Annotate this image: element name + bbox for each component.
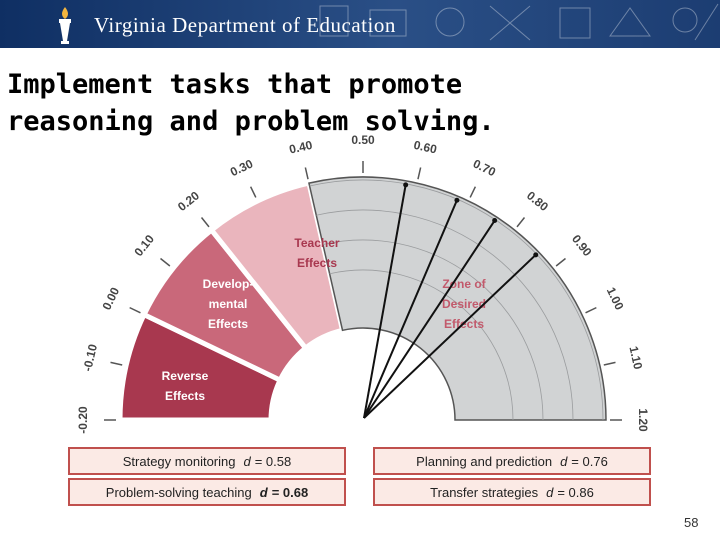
effect-value: = 0.76: [571, 453, 608, 469]
effect-value: = 0.68: [271, 484, 309, 500]
strategy-monitoring-box: Strategy monitoring d = 0.58: [68, 447, 346, 475]
problem-solving-teaching-box: Problem-solving teaching d = 0.68: [68, 478, 346, 506]
gauge-tick: [516, 217, 526, 228]
reverse-effects-label: Effects: [165, 389, 205, 403]
gauge-tick-label: 0.00: [100, 285, 123, 312]
gauge-tick-label: 0.60: [412, 138, 438, 157]
desired-zone-scale-arc: [309, 179, 604, 421]
banner-doodle-pattern: [319, 3, 719, 41]
gauge-tick-label: 0.10: [131, 232, 157, 259]
developmental-effects-label: mental: [209, 297, 248, 311]
desired-effects-label: Desired: [442, 297, 486, 311]
header-banner: Virginia Department of Education: [0, 0, 720, 48]
gauge-tick-label: 0.50: [351, 133, 375, 147]
strategy-label: Planning and prediction: [416, 453, 553, 469]
strategy-label: Problem-solving teaching: [105, 484, 252, 500]
banner-title: Virginia Department of Education: [94, 13, 396, 37]
planning-prediction-box: Planning and prediction d = 0.76: [373, 447, 651, 475]
strategy-arrow: [363, 199, 458, 419]
gauge-tick: [200, 217, 210, 228]
gauge-tick: [469, 186, 477, 198]
gauge-tick: [160, 257, 171, 267]
developmental-effects-label: Effects: [208, 317, 248, 331]
teacher-effects-label: Effects: [297, 256, 337, 270]
slide-title-line2: reasoning and problem solving.: [7, 106, 495, 137]
strategy-label: Strategy monitoring: [122, 453, 236, 469]
d-symbol: d: [560, 453, 568, 469]
strategy-arrow: [363, 254, 537, 419]
gauge-tick-label: 0.80: [524, 188, 551, 214]
gauge-tick: [603, 361, 616, 366]
torch-logo-icon: [59, 7, 71, 44]
desired-zone-scale-arc: [329, 269, 514, 421]
page-number: 58: [684, 515, 699, 530]
strategy-arrow-head: [403, 182, 409, 188]
gauge-tick-label: 0.40: [288, 138, 314, 157]
transfer-strategies-box: Transfer strategies d = 0.86: [373, 478, 651, 506]
slide-title-line1: Implement tasks that promote: [7, 69, 463, 100]
strategy-arrow: [363, 219, 496, 419]
gauge-tick-label: 1.20: [636, 408, 650, 432]
reverse-effects-label: Reverse: [162, 369, 209, 383]
gauge-tick-label: 1.00: [604, 285, 627, 312]
gauge-tick-label: 0.20: [175, 188, 202, 214]
d-symbol: d: [259, 484, 268, 500]
gauge-tick-label: 0.70: [471, 157, 498, 180]
effect-value: = 0.86: [557, 484, 594, 500]
desired-zone-scale-arc: [316, 209, 574, 421]
desired-effects-zone: [308, 176, 607, 421]
gauge-tick: [129, 306, 141, 314]
d-symbol: d: [243, 453, 251, 469]
gauge-tick: [585, 306, 597, 314]
gauge-tick: [417, 167, 422, 180]
strategy-arrow-head: [454, 197, 460, 203]
gauge-tick-label: -0.20: [76, 406, 90, 434]
strategy-arrow: [363, 184, 407, 419]
gauge-tick-label: 0.90: [569, 232, 595, 259]
gauge-tick: [555, 257, 566, 267]
desired-effects-label: Zone of: [442, 277, 486, 291]
gauge-tick: [304, 167, 309, 180]
strategy-label: Transfer strategies: [430, 484, 539, 500]
slide-title: Implement tasks that promote reasoning a…: [7, 66, 607, 140]
d-symbol: d: [546, 484, 554, 500]
teacher-effects-label: Teacher: [294, 236, 339, 250]
gauge-tick-label: 0.30: [228, 156, 255, 179]
gauge-tick-label: -0.10: [80, 343, 100, 373]
strategy-arrow-head: [492, 218, 498, 224]
effect-value: = 0.58: [254, 453, 292, 469]
gauge-tick: [110, 361, 123, 366]
strategy-arrow-head: [533, 252, 539, 258]
desired-zone-scale-arc: [322, 239, 544, 421]
developmental-effects-label: Develop-: [203, 277, 254, 291]
gauge-tick: [249, 186, 257, 198]
gauge-tick-label: 1.10: [626, 345, 645, 371]
